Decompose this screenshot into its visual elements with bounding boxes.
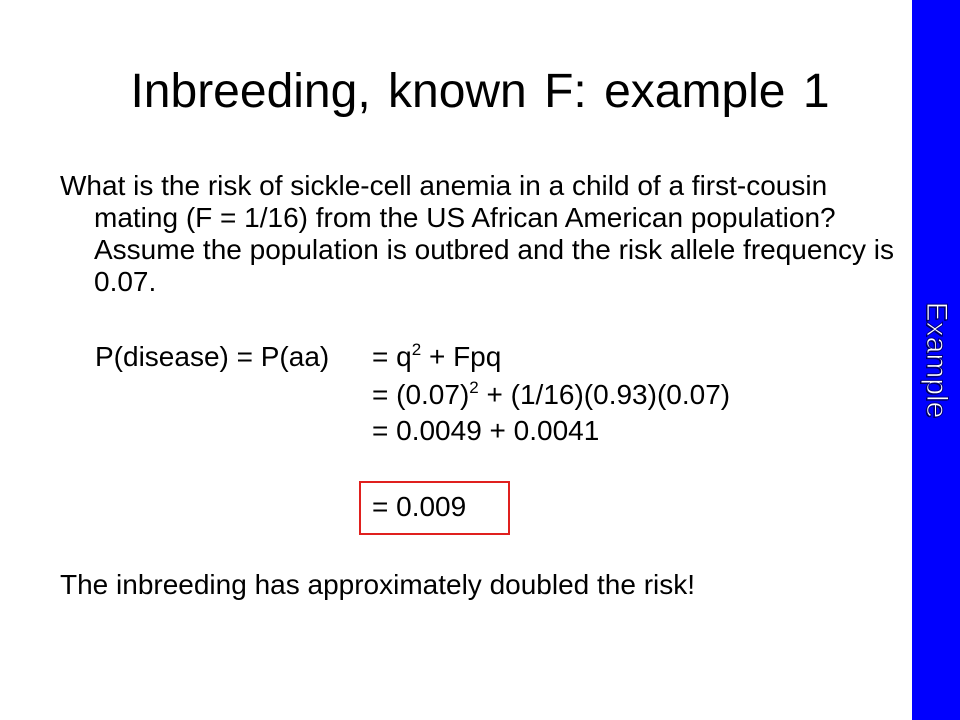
result-highlight-box — [359, 481, 510, 535]
equation-line-3: = 0.0049 + 0.0041 — [372, 415, 600, 446]
example-sidebar — [912, 0, 960, 720]
equation-line-1: = q2 + Fpq — [372, 340, 501, 374]
conclusion-text: The inbreeding has approximately doubled… — [60, 569, 696, 600]
equation-line-2-a: = (0.07) — [372, 379, 470, 410]
equation-line-2-b: + (1/16)(0.93)(0.07) — [478, 379, 731, 410]
equation-line-2: = (0.07)2 + (1/16)(0.93)(0.07) — [372, 378, 730, 412]
equation-result: = 0.009 — [372, 491, 467, 522]
slide-title: Inbreeding, known F: example 1 — [130, 65, 830, 118]
equation-line-1-a: = q — [372, 341, 412, 372]
equation-line-1-b: + Fpq — [421, 341, 502, 372]
equation-line-1-exponent: 2 — [411, 340, 422, 359]
equation-lhs: P(disease) = P(aa) — [95, 341, 330, 372]
sidebar-label: Example — [920, 301, 954, 419]
equation-line-2-exponent: 2 — [469, 378, 479, 397]
question-text: What is the risk of sickle-cell anemia i… — [60, 170, 895, 297]
